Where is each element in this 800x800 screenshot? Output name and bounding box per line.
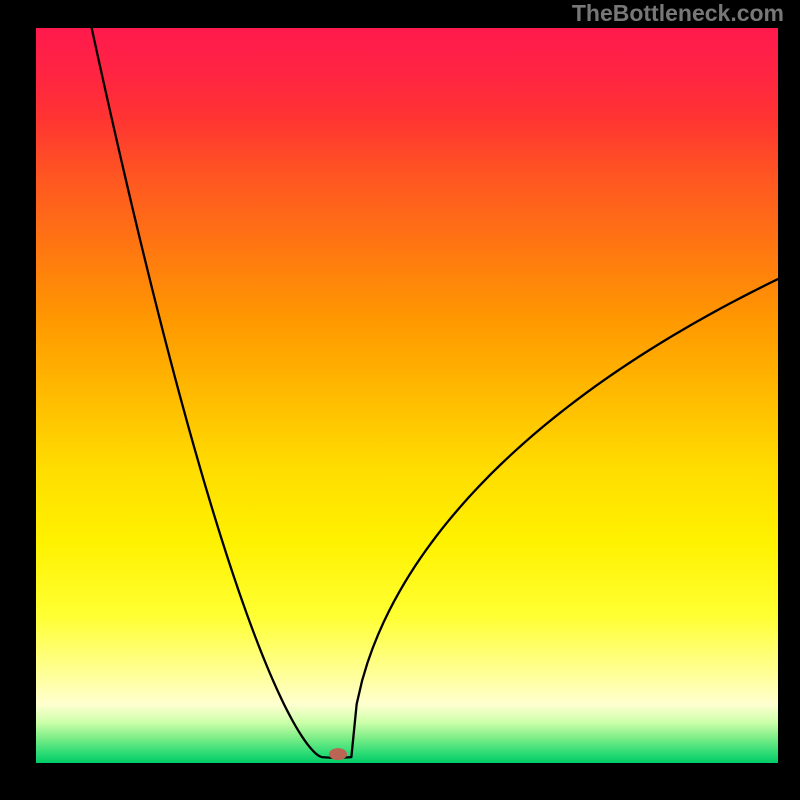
gradient-dip-chart bbox=[0, 0, 800, 800]
plot-background-gradient bbox=[36, 28, 778, 763]
watermark-text: TheBottleneck.com bbox=[572, 0, 784, 27]
minimum-marker bbox=[329, 748, 347, 760]
plot-container: TheBottleneck.com bbox=[0, 0, 800, 800]
